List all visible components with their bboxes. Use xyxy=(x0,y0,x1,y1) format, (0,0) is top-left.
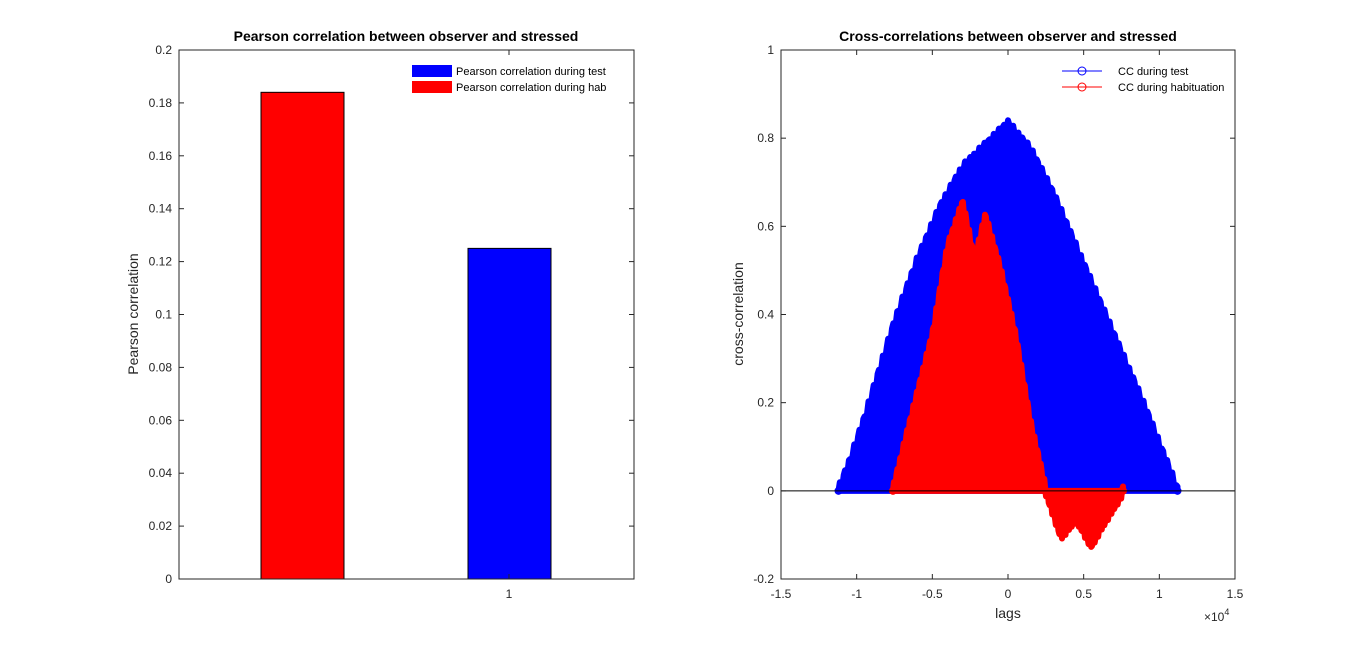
chart1-bar-test xyxy=(467,247,552,580)
chart2-xtick-label: -0.5 xyxy=(922,587,943,601)
chart1-ytick-label: 0.18 xyxy=(149,96,173,110)
chart2-x-ticks: -1.5 -1 -0.5 0 0.5 1 1.5 xyxy=(771,50,1244,601)
chart1-x-ticks: 1 xyxy=(506,50,513,601)
chart2-xtick-label: -1 xyxy=(851,587,862,601)
chart2-series-habituation xyxy=(889,198,1127,550)
chart2-series xyxy=(834,117,1182,550)
chart2-ytick-label: 1 xyxy=(767,43,774,57)
chart1-ytick-label: 0.14 xyxy=(149,202,173,216)
chart2-xtick-label: 0 xyxy=(1005,587,1012,601)
chart1-ytick-label: 0.1 xyxy=(155,308,172,322)
chart2-legend-label: CC during test xyxy=(1118,66,1188,78)
chart1-ytick-label: 0.12 xyxy=(149,255,173,269)
chart1-ylabel: Pearson correlation xyxy=(125,253,141,374)
chart1-ytick-label: 0.02 xyxy=(149,519,173,533)
chart2-x-exponent-base: ×10 xyxy=(1204,610,1225,624)
chart1-legend-swatch xyxy=(412,81,452,93)
chart1-y-ticks: 0 0.02 0.04 0.06 0.08 0.1 0.12 0.14 0.16 0.18 0.2 xyxy=(149,43,634,586)
chart2-legend-marker xyxy=(1077,66,1087,76)
chart1-bar-hab xyxy=(260,91,345,580)
chart1-legend: Pearson correlation during test Pearson c… xyxy=(412,65,606,94)
chart2-xtick-label: 0.5 xyxy=(1075,587,1092,601)
chart1-legend-label: Pearson correlation during test xyxy=(456,66,606,78)
chart1-ytick-label: 0.04 xyxy=(149,466,173,480)
chart1-ytick-label: 0.2 xyxy=(155,43,172,57)
chart2-ylabel: cross-correlation xyxy=(730,262,746,365)
pearson-bar-chart: Pearson correlation between observer and… xyxy=(125,28,635,601)
chart2-legend: CC during test CC during habituation xyxy=(1062,66,1224,94)
chart2-legend-marker xyxy=(1077,82,1087,92)
chart1-axes-box xyxy=(178,49,635,580)
chart1-xtick-label: 1 xyxy=(506,587,513,601)
chart2-title: Cross-correlations between observer and … xyxy=(839,28,1177,44)
chart1-ytick-label: 0.06 xyxy=(149,413,173,427)
chart2-legend-label: CC during habituation xyxy=(1118,82,1224,94)
chart2-ytick-label: 0.8 xyxy=(757,131,774,145)
chart1-ytick-label: 0.16 xyxy=(149,149,173,163)
chart1-legend-swatch xyxy=(412,65,452,77)
chart1-ytick-label: 0 xyxy=(165,572,172,586)
chart2-x-exponent-power: 4 xyxy=(1224,607,1229,617)
chart1-title: Pearson correlation between observer and… xyxy=(234,28,579,44)
chart1-bars xyxy=(260,91,552,580)
chart2-x-exponent: ×104 xyxy=(1204,607,1229,624)
chart2-xtick-label: 1.5 xyxy=(1227,587,1244,601)
chart2-ytick-label: 0.4 xyxy=(757,308,774,322)
chart2-ytick-label: 0.6 xyxy=(757,219,774,233)
chart1-legend-label: Pearson correlation during hab xyxy=(456,82,606,94)
chart2-xtick-label: 1 xyxy=(1156,587,1163,601)
chart2-y-ticks: -0.2 0 0.2 0.4 0.6 0.8 1 xyxy=(753,43,1235,586)
cross-correlation-chart: Cross-correlations between observer and … xyxy=(730,28,1244,624)
chart1-ytick-label: 0.08 xyxy=(149,360,173,374)
chart2-ytick-label: -0.2 xyxy=(753,572,774,586)
chart2-ytick-label: 0 xyxy=(767,484,774,498)
chart2-xlabel: lags xyxy=(995,605,1021,621)
chart2-xtick-label: -1.5 xyxy=(771,587,792,601)
chart2-ytick-label: 0.2 xyxy=(757,396,774,410)
